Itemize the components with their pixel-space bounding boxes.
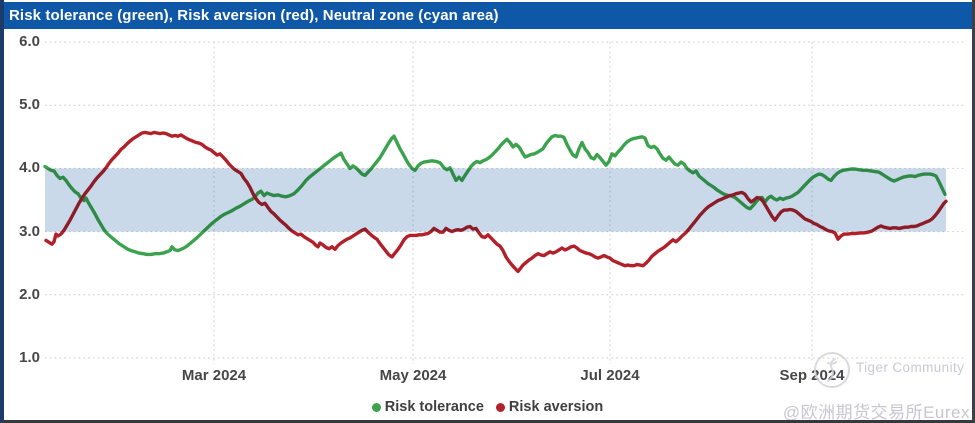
y-axis-label: 1.0 [19, 349, 40, 366]
chart-legend: Risk tolerance Risk aversion [0, 397, 975, 417]
y-axis-label: 3.0 [19, 222, 40, 240]
x-axis-label: Mar 2024 [181, 367, 247, 384]
y-axis-label: 5.0 [19, 96, 40, 114]
risk-tolerance-dot-icon [371, 402, 381, 412]
y-axis-label: 4.0 [19, 159, 40, 177]
y-axis-label: 2.0 [19, 285, 40, 303]
legend-item-risk-aversion: Risk aversion [495, 399, 604, 415]
watermark-brand-text: Tiger Community [856, 360, 965, 375]
chart-title: Risk tolerance (green), Risk aversion (r… [9, 7, 499, 24]
x-axis-label: Jul 2024 [580, 367, 640, 384]
x-axis-label: May 2024 [379, 367, 447, 384]
neutral-zone-band [45, 168, 946, 232]
legend-label: Risk aversion [508, 399, 604, 415]
legend-label: Risk tolerance [384, 399, 484, 415]
chart-header-bar: Risk tolerance (green), Risk aversion (r… [0, 2, 975, 29]
watermark-account-text: @欧洲期货交易所Eurex [782, 403, 970, 422]
y-axis-label: 6.0 [19, 33, 40, 50]
legend-item-risk-tolerance: Risk tolerance [371, 399, 484, 415]
tiger-logo-icon [814, 352, 850, 388]
risk-aversion-dot-icon [495, 402, 505, 412]
